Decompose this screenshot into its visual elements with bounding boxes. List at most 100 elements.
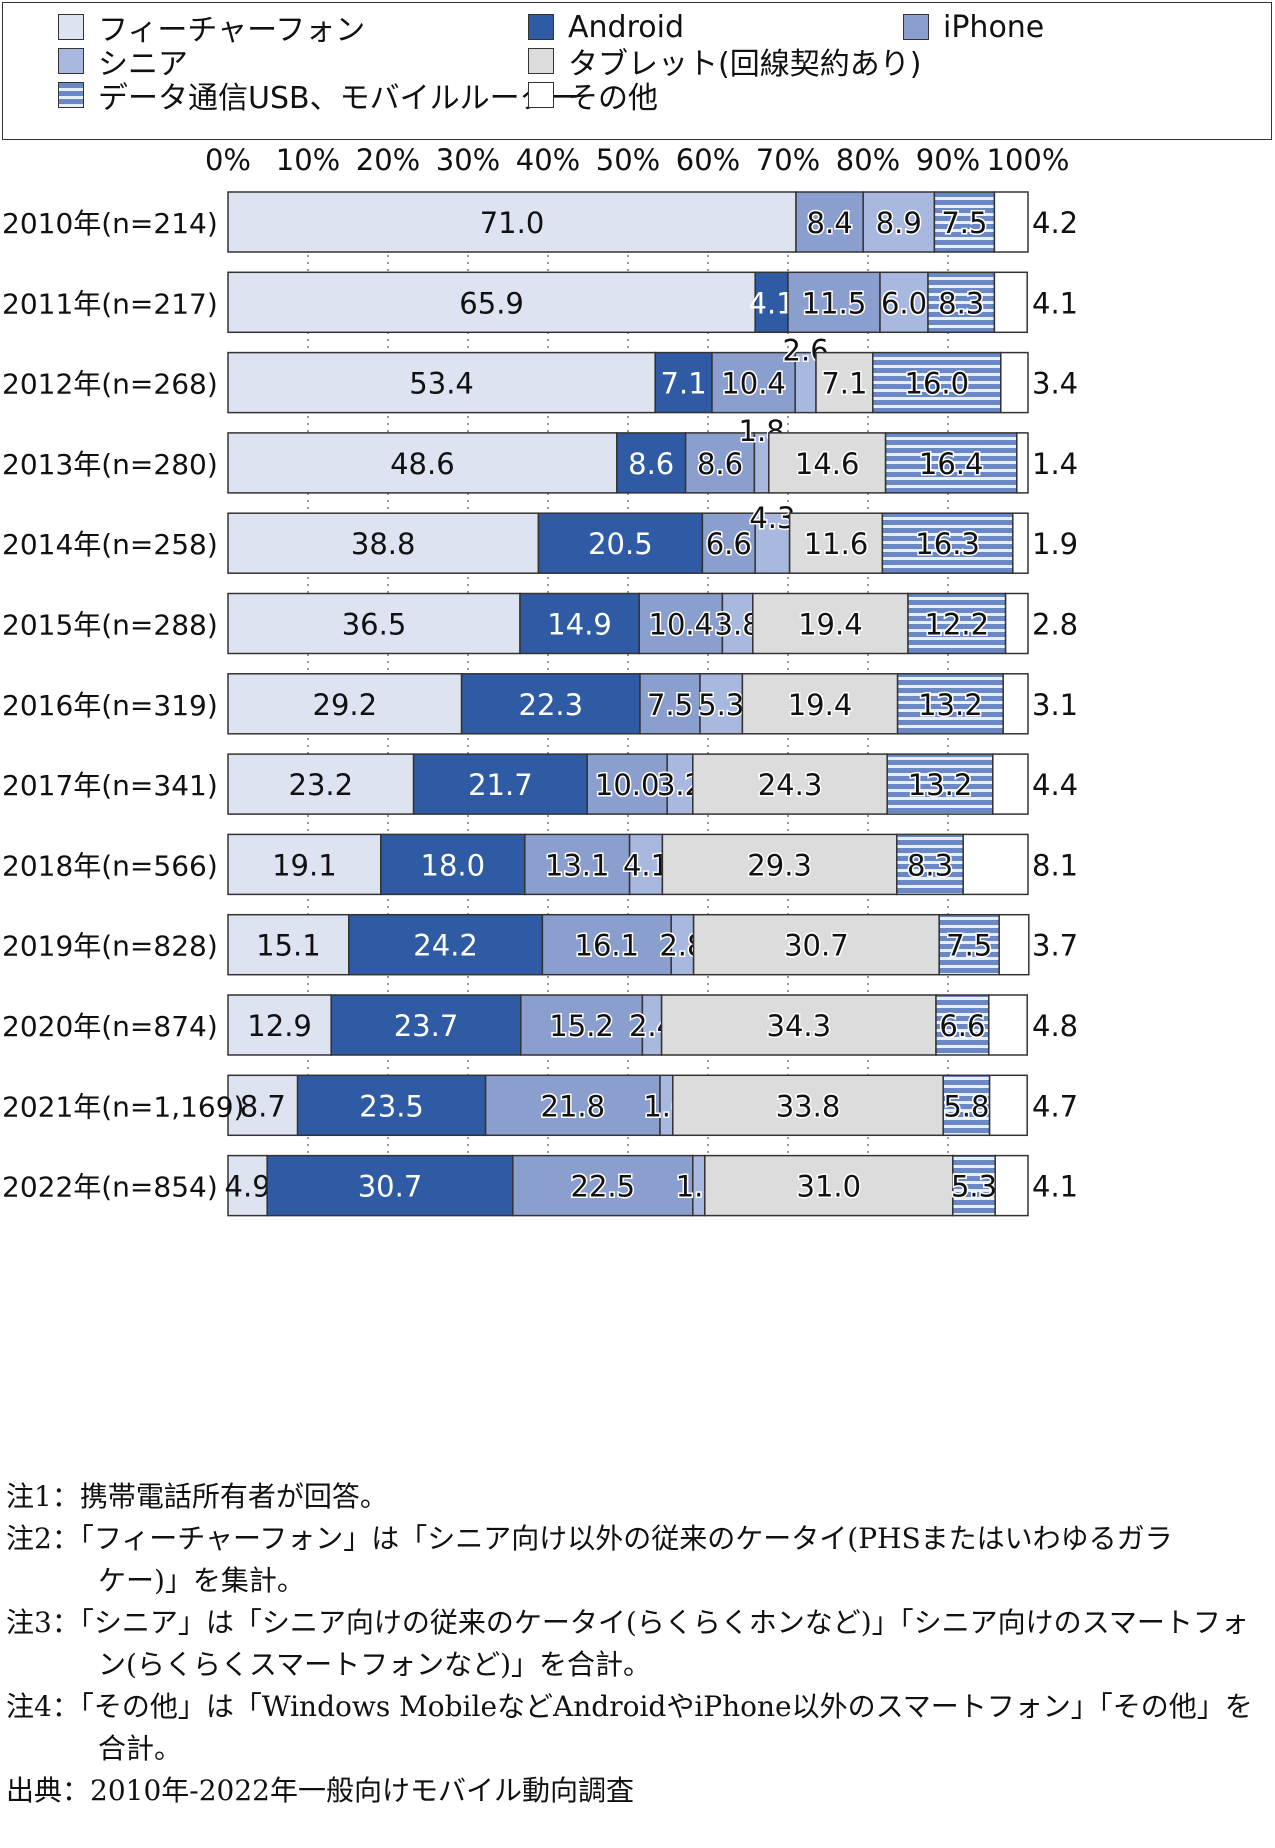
- note-line: 注2：「フィーチャーフォン」は「シニア向け以外の従来のケータイ(PHSまたはいわ…: [6, 1522, 1173, 1555]
- data-label: 65.9: [459, 286, 524, 320]
- bar-segment: [412, 753, 588, 815]
- category-label: 2017年(n=341): [2, 769, 218, 802]
- data-label: 4.9: [225, 1170, 271, 1204]
- data-label: 31.0: [797, 1170, 862, 1204]
- bar-segment: [886, 753, 994, 815]
- data-label: 8.6: [697, 447, 743, 481]
- category-label: 2020年(n=874): [2, 1010, 218, 1043]
- bar-segment: [938, 913, 1000, 976]
- bar-segment: [768, 432, 887, 494]
- data-label: 2.8: [1032, 608, 1078, 642]
- bar-segment: [227, 1074, 299, 1137]
- data-label: 8.7: [240, 1089, 286, 1123]
- data-label: 13.2: [918, 688, 983, 722]
- bar-segment: [907, 592, 1007, 655]
- data-label: 16.1: [575, 929, 640, 963]
- data-label: 14.6: [795, 447, 860, 481]
- data-label: 4.1: [1032, 286, 1078, 320]
- data-label: 18.0: [421, 848, 486, 882]
- data-label: 19.4: [798, 608, 863, 642]
- data-label: 7.1: [661, 367, 707, 401]
- legend-label: その他: [568, 81, 658, 116]
- data-label: 7.1: [821, 367, 867, 401]
- chart-notes: 注1：携帯電話所有者が回答。 注2：「フィーチャーフォン」は「シニア向け以外の従来…: [6, 1476, 1268, 1812]
- legend-swatch: [903, 14, 929, 40]
- bar-segment: [666, 753, 694, 815]
- bar-segment: [896, 833, 964, 896]
- data-label: 8.3: [938, 286, 984, 320]
- data-label: 4.8: [1032, 1009, 1078, 1043]
- bar-segment: [227, 592, 521, 655]
- x-tick-label: 0%: [205, 143, 251, 177]
- bar-segment: [704, 1154, 954, 1217]
- data-label: 8.6: [628, 447, 674, 481]
- category-label: 2015年(n=288): [2, 609, 218, 642]
- legend-label: フィーチャーフォン: [98, 13, 366, 48]
- category-label: 2011年(n=217): [2, 287, 218, 320]
- data-label: 4.2: [1032, 206, 1078, 240]
- data-label: 5.3: [698, 688, 744, 722]
- bar-segment: [1016, 432, 1029, 494]
- bar-segment: [654, 351, 713, 414]
- data-label: 13.1: [545, 848, 610, 882]
- legend-item: その他: [528, 77, 658, 116]
- data-label: 10.4: [721, 367, 786, 401]
- data-label: 23.5: [359, 1089, 424, 1123]
- bar-segment: [1004, 592, 1029, 655]
- data-label: 4.7: [1032, 1089, 1078, 1123]
- bar-segment: [998, 913, 1030, 976]
- data-label: 1.4: [1032, 447, 1078, 481]
- bar-segment: [992, 753, 1029, 815]
- x-tick-label: 50%: [596, 143, 660, 177]
- data-label: 6.0: [881, 286, 927, 320]
- legend-swatch: [58, 48, 84, 74]
- category-label: 2019年(n=828): [2, 930, 218, 963]
- bar-segment: [661, 833, 898, 896]
- data-label: 16.4: [919, 447, 984, 481]
- legend-swatch: [58, 82, 84, 108]
- bar-segment: [692, 913, 940, 976]
- bar-segment: [795, 191, 864, 253]
- category-label: 2016年(n=319): [2, 689, 218, 722]
- data-label: 21.8: [541, 1089, 606, 1123]
- bar-segment: [752, 592, 909, 655]
- legend-item: iPhone: [903, 9, 1044, 45]
- bar-segment: [993, 191, 1029, 253]
- data-label: 6.6: [706, 527, 752, 561]
- bar-segment: [1000, 351, 1029, 414]
- bar-segment: [586, 753, 668, 815]
- data-label: 10.4: [649, 608, 714, 642]
- legend-swatch: [528, 48, 554, 74]
- data-label: 5.8: [943, 1089, 989, 1123]
- data-label: 3.7: [1032, 929, 1078, 963]
- bar-segment: [512, 1154, 694, 1217]
- bar-segment: [787, 271, 881, 334]
- bar-segment: [266, 1154, 514, 1217]
- bar-segment: [524, 833, 631, 896]
- data-label: 14.9: [547, 608, 612, 642]
- x-tick-label: 80%: [836, 143, 900, 177]
- bar-segment: [227, 512, 540, 574]
- data-label: 4.3: [749, 501, 795, 535]
- bar-segment: [699, 673, 744, 735]
- data-label: 4.1: [1032, 1170, 1078, 1204]
- bar-segment: [227, 833, 382, 896]
- bar-segment: [1002, 673, 1029, 735]
- category-label: 2013年(n=280): [2, 448, 218, 481]
- category-label: 2018年(n=566): [2, 849, 218, 882]
- bar-segment: [862, 191, 936, 253]
- data-label: 16.0: [905, 367, 970, 401]
- data-label: 11.6: [804, 527, 869, 561]
- bar-segment: [672, 1074, 944, 1137]
- x-tick-label: 10%: [276, 143, 340, 177]
- x-tick-label: 40%: [516, 143, 580, 177]
- legend-swatch: [528, 82, 554, 108]
- bar-segment: [348, 913, 544, 976]
- legend-item: Android: [528, 9, 684, 45]
- legend-label: タブレット(回線契約あり): [568, 47, 922, 82]
- data-label: 8.3: [907, 848, 953, 882]
- legend-label: Android: [568, 9, 684, 45]
- data-label: 3.4: [1032, 367, 1078, 401]
- note-line: 注4：「その他」は「Windows MobileなどAndroidやiPhone…: [6, 1690, 1253, 1723]
- bar-segment: [227, 1154, 268, 1217]
